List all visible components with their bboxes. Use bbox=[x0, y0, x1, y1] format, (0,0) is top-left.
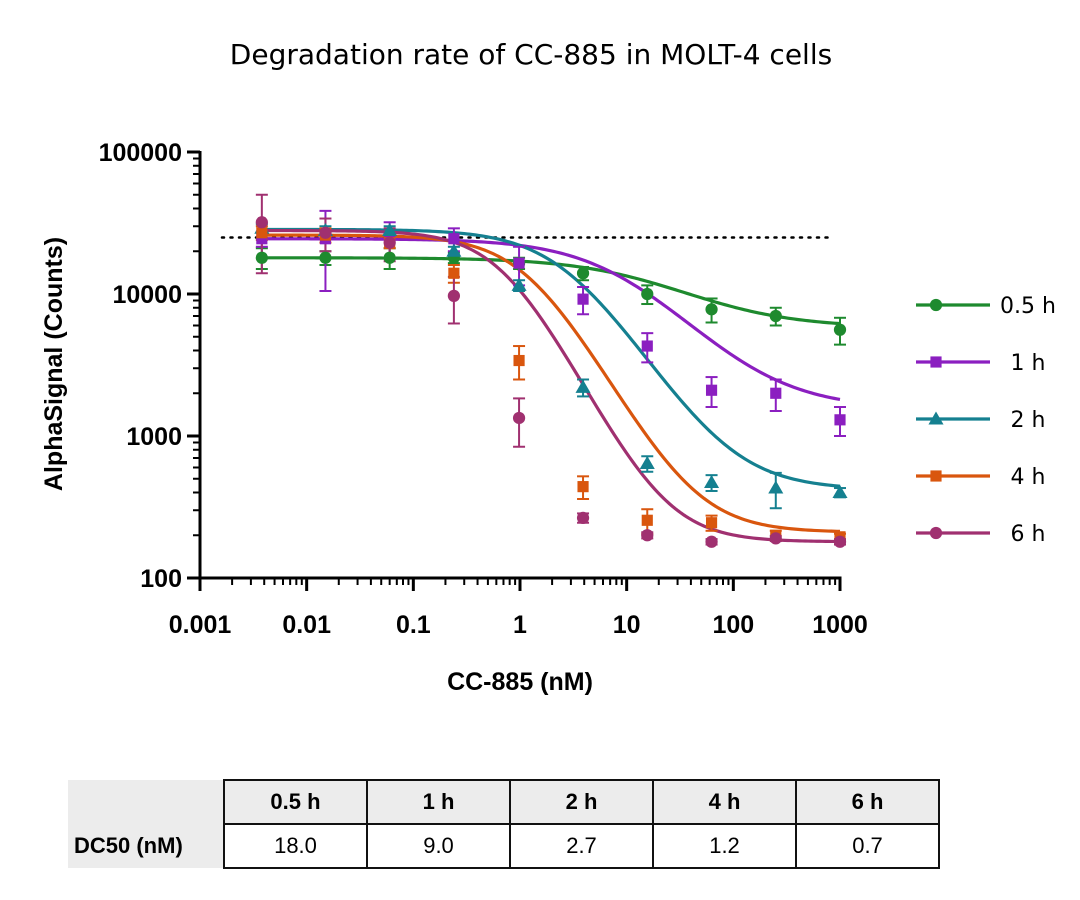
data-point-marker bbox=[255, 216, 268, 229]
legend-label: 6 h bbox=[1011, 522, 1046, 547]
x-axis-label: CC-885 (nM) bbox=[447, 668, 593, 696]
data-point-marker bbox=[832, 484, 848, 498]
data-point-marker bbox=[576, 267, 590, 280]
data-point-marker bbox=[319, 251, 332, 264]
table-header-cell: 6 h bbox=[795, 779, 940, 825]
fit-curve-6h bbox=[261, 228, 841, 544]
table-value-cell: 0.7 bbox=[795, 823, 940, 869]
legend-label: 1 h bbox=[1011, 351, 1046, 376]
x-tick-label: 1000 bbox=[812, 611, 868, 639]
y-tick-label: 100000 bbox=[99, 139, 182, 167]
x-tick-label: 0.01 bbox=[282, 611, 331, 639]
data-point-marker bbox=[577, 481, 589, 493]
data-point-marker bbox=[255, 251, 268, 264]
data-point-marker bbox=[639, 455, 655, 469]
legend-entry: 4 h bbox=[916, 465, 1045, 490]
data-point-marker bbox=[511, 277, 527, 291]
data-point-marker bbox=[576, 511, 590, 525]
data-point-marker bbox=[833, 323, 847, 336]
legend-label: 4 h bbox=[1011, 465, 1046, 490]
legend: 0.5 h 1 h 2 h 4 h 6 h bbox=[916, 294, 1056, 547]
data-point-marker bbox=[448, 267, 460, 279]
data-point-marker bbox=[577, 293, 589, 305]
data-point-marker bbox=[512, 411, 526, 425]
data-point-marker bbox=[382, 222, 398, 236]
markers-layer bbox=[254, 216, 848, 548]
data-point-marker bbox=[928, 411, 944, 425]
y-tick-label: 100 bbox=[140, 565, 182, 593]
legend-label: 0.5 h bbox=[1000, 294, 1056, 319]
data-point-marker bbox=[768, 480, 784, 494]
data-point-marker bbox=[513, 354, 525, 367]
fit-curves-layer bbox=[261, 227, 841, 544]
table-value-cell: 2.7 bbox=[509, 823, 654, 869]
x-tick-label: 100 bbox=[712, 611, 754, 639]
data-point-marker bbox=[383, 251, 396, 264]
fit-curve-1h bbox=[261, 237, 841, 402]
fit-curve-0.5h bbox=[261, 256, 841, 326]
x-tick-label: 10 bbox=[613, 611, 641, 639]
x-tick-label: 0.1 bbox=[396, 611, 431, 639]
data-point-marker bbox=[929, 298, 943, 312]
data-point-marker bbox=[930, 356, 942, 368]
table-header-cell: 1 h bbox=[366, 779, 511, 825]
data-point-marker bbox=[929, 526, 943, 540]
dose-response-chart: Degradation rate of CC-885 in MOLT-4 cel… bbox=[40, 38, 1056, 696]
data-point-marker bbox=[319, 226, 332, 239]
data-point-marker bbox=[641, 287, 654, 301]
data-point-marker bbox=[833, 535, 847, 548]
data-point-marker bbox=[705, 517, 718, 529]
axes-layer: 100 1000 10000 100000 0.001 0.01 0.1 1 10 100 1000 bbox=[99, 139, 868, 639]
data-point-marker bbox=[834, 414, 846, 426]
dc50-table: 0.5 h 1 h 2 h 4 h 6 h DC50 (nM) 18.0 9.0… bbox=[68, 779, 940, 869]
data-point-marker bbox=[575, 379, 591, 393]
legend-entry: 6 h bbox=[916, 522, 1045, 547]
table-row-label: DC50 (nM) bbox=[68, 824, 224, 868]
table-corner-cell bbox=[68, 780, 224, 824]
data-point-marker bbox=[513, 257, 525, 269]
data-point-marker bbox=[705, 303, 718, 316]
table-header-cell: 4 h bbox=[652, 779, 797, 825]
legend-entry: 1 h bbox=[916, 351, 1045, 376]
legend-entry: 0.5 h bbox=[916, 294, 1056, 319]
data-point-marker bbox=[447, 289, 461, 302]
legend-entry: 2 h bbox=[916, 408, 1045, 433]
data-point-marker bbox=[383, 236, 396, 249]
data-point-marker bbox=[769, 309, 782, 323]
y-tick-label: 10000 bbox=[112, 281, 182, 309]
data-point-marker bbox=[769, 532, 782, 545]
data-point-marker bbox=[930, 470, 942, 482]
table-header-row: 0.5 h 1 h 2 h 4 h 6 h bbox=[68, 779, 940, 825]
fit-curve-4h bbox=[261, 233, 841, 533]
data-point-marker bbox=[641, 529, 654, 542]
table-row: DC50 (nM) 18.0 9.0 2.7 1.2 0.7 bbox=[68, 823, 940, 869]
data-point-marker bbox=[256, 233, 268, 245]
data-point-marker bbox=[448, 233, 460, 245]
data-point-marker bbox=[704, 475, 720, 489]
x-tick-label: 0.001 bbox=[169, 611, 232, 639]
chart-title: Degradation rate of CC-885 in MOLT-4 cel… bbox=[230, 38, 832, 71]
table-value-cell: 18.0 bbox=[223, 823, 368, 869]
table-header-cell: 0.5 h bbox=[223, 779, 368, 825]
table-header-cell: 2 h bbox=[509, 779, 654, 825]
data-point-marker bbox=[641, 514, 653, 526]
data-point-marker bbox=[641, 340, 653, 352]
data-point-marker bbox=[446, 243, 462, 257]
table-value-cell: 1.2 bbox=[652, 823, 797, 869]
table-value-cell: 9.0 bbox=[366, 823, 511, 869]
legend-label: 2 h bbox=[1011, 408, 1046, 433]
data-point-marker bbox=[705, 384, 718, 396]
data-point-marker bbox=[770, 387, 782, 399]
y-tick-label: 1000 bbox=[126, 423, 182, 451]
y-axis-label: AlphaSignal (Counts) bbox=[40, 237, 68, 491]
data-point-marker bbox=[705, 535, 718, 548]
fit-curve-2h bbox=[261, 227, 841, 488]
x-tick-label: 1 bbox=[513, 611, 527, 639]
data-point-marker bbox=[256, 227, 268, 239]
